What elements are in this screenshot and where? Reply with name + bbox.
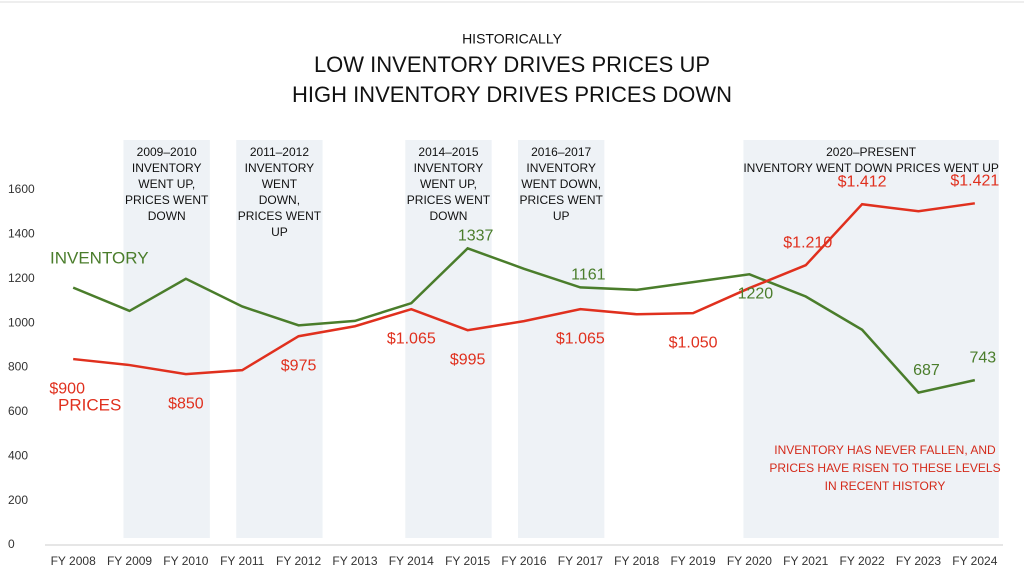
series-label: PRICES [58,395,121,414]
x-tick-label: FY 2012 [276,554,321,568]
data-label: 743 [969,349,996,366]
data-label: 1161 [571,267,606,284]
period-text: DOWN [429,209,467,223]
price-label: $995 [450,351,486,368]
period-text: 2016–2017 [531,145,591,159]
period-text: UP [553,209,570,223]
x-tick-label: FY 2024 [952,554,997,568]
x-tick-label: FY 2014 [389,554,434,568]
period-text: 2014–2015 [418,145,478,159]
period-text: WENT UP, [138,177,195,191]
series-label: INVENTORY [50,248,149,267]
price-label: $1.065 [556,330,605,347]
y-tick-label: 600 [8,404,28,418]
x-tick-label: FY 2019 [670,554,715,568]
period-text: PRICES WENT [125,193,209,207]
x-tick-label: FY 2008 [51,554,96,568]
y-tick-label: 1200 [8,271,35,285]
x-tick-label: FY 2023 [896,554,941,568]
period-text: 2009–2010 [137,145,197,159]
period-text: WENT DOWN, [521,177,601,191]
note: PRICES HAVE RISEN TO THESE LEVELS [769,461,1000,475]
period-band [405,140,492,538]
price-label: $1.421 [950,173,999,190]
period-text: INVENTORY [414,161,484,175]
period-text: PRICES WENT [238,209,322,223]
x-tick-label: FY 2022 [840,554,885,568]
price-label: $1.050 [669,334,718,351]
period-text: PRICES WENT [520,193,604,207]
chart-title: HISTORICALLY [462,31,563,47]
x-tick-label: FY 2021 [783,554,828,568]
x-tick-label: FY 2020 [727,554,772,568]
period-band [236,140,323,538]
price-label: $850 [168,395,204,412]
price-label: $975 [281,357,317,374]
y-tick-label: 1400 [8,227,35,241]
y-tick-label: 400 [8,448,28,462]
period-text: INVENTORY WENT DOWN PRICES WENT UP [743,161,999,175]
period-text: DOWN, [259,193,300,207]
price-label: $1.210 [783,234,832,251]
period-text: DOWN [148,209,186,223]
x-tick-label: FY 2013 [332,554,377,568]
chart-title: LOW INVENTORY DRIVES PRICES UP [314,52,710,77]
chart-title: HIGH INVENTORY DRIVES PRICES DOWN [292,82,732,107]
x-tick-label: FY 2017 [558,554,603,568]
x-tick-label: FY 2015 [445,554,490,568]
period-text: WENT UP, [420,177,477,191]
period-text: UP [271,225,288,239]
data-label: 1220 [738,286,774,303]
period-text: INVENTORY [526,161,596,175]
period-text: INVENTORY [132,161,202,175]
period-band [518,140,605,538]
note: INVENTORY HAS NEVER FALLEN, AND [774,443,996,457]
y-tick-label: 1000 [8,315,35,329]
x-tick-label: FY 2016 [501,554,546,568]
y-tick-label: 0 [8,537,15,551]
price-label: $1.412 [838,173,887,190]
data-label: 1337 [458,228,494,245]
period-text: PRICES WENT [407,193,491,207]
period-text: WENT [262,177,298,191]
x-tick-label: FY 2018 [614,554,659,568]
price-label: $900 [49,380,85,397]
price-label: $1.065 [387,330,436,347]
period-text: 2020–PRESENT [826,145,917,159]
data-label: 687 [913,362,940,379]
period-band [123,140,210,538]
note: IN RECENT HISTORY [825,479,946,493]
y-tick-label: 800 [8,360,28,374]
x-tick-label: FY 2009 [107,554,152,568]
y-tick-label: 200 [8,493,28,507]
x-tick-label: FY 2010 [163,554,208,568]
period-text: 2011–2012 [250,145,310,159]
series-line [73,202,975,376]
x-tick-label: FY 2011 [220,554,265,568]
period-text: INVENTORY [245,161,315,175]
y-tick-label: 1600 [8,182,35,196]
series-line [72,246,976,394]
